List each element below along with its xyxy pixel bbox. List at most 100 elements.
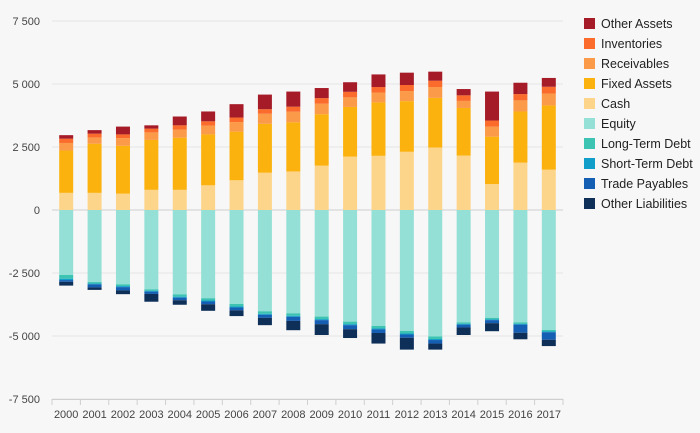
legend-item-short-term-debt[interactable]: Short-Term Debt: [584, 157, 693, 171]
bar-other-liabilities-2004: [172, 300, 187, 305]
bar-fixed-assets-2006: [229, 131, 244, 181]
bar-receivables-2007: [257, 113, 272, 124]
bar-equity-2002: [115, 210, 130, 285]
bar-other-liabilities-2002: [115, 290, 130, 295]
bar-receivables-2004: [172, 129, 187, 138]
bar-inventories-2002: [115, 134, 130, 139]
bar-equity-2001: [87, 210, 102, 283]
bar-receivables-2006: [229, 122, 244, 132]
legend-item-equity[interactable]: Equity: [584, 117, 636, 131]
bar-inventories-2000: [59, 138, 74, 143]
legend-item-fixed-assets[interactable]: Fixed Assets: [584, 77, 672, 91]
bar-equity-2009: [314, 210, 329, 317]
bar-fixed-assets-2007: [257, 123, 272, 173]
legend-label: Inventories: [601, 37, 662, 51]
bar-short-term-debt-2009: [314, 319, 329, 321]
bar-fixed-assets-2015: [485, 136, 500, 185]
legend-item-trade-payables[interactable]: Trade Payables: [584, 177, 688, 191]
legend-swatch: [584, 118, 595, 129]
legend-item-inventories[interactable]: Inventories: [584, 37, 662, 51]
bar-inventories-2001: [87, 133, 102, 138]
bar-long-term-debt-2007: [257, 311, 272, 314]
x-tick-label-2011: 2011: [367, 409, 391, 421]
bar-other-assets-2011: [371, 74, 386, 88]
x-tick-label-2016: 2016: [508, 409, 532, 421]
bar-trade-payables-2004: [172, 297, 187, 301]
x-tick-label-2006: 2006: [224, 409, 248, 421]
bar-other-liabilities-2001: [87, 287, 102, 290]
bar-receivables-2010: [343, 97, 358, 107]
bar-inventories-2007: [257, 109, 272, 114]
legend-item-other-liabilities[interactable]: Other Liabilities: [584, 197, 687, 211]
bar-equity-2012: [399, 210, 414, 331]
bar-other-liabilities-2012: [399, 337, 414, 350]
legend-item-receivables[interactable]: Receivables: [584, 57, 669, 71]
bar-other-assets-2014: [456, 89, 471, 96]
bar-fixed-assets-2016: [513, 111, 528, 163]
bar-group-2001: [87, 130, 102, 290]
bar-inventories-2005: [201, 121, 216, 126]
bar-long-term-debt-2001: [87, 282, 102, 284]
legend-label: Other Assets: [601, 17, 673, 31]
x-tick-label-2005: 2005: [196, 409, 220, 421]
bar-other-liabilities-2006: [229, 310, 244, 317]
legend-item-long-term-debt[interactable]: Long-Term Debt: [584, 137, 691, 151]
bar-group-2002: [115, 126, 130, 295]
legend-label: Cash: [601, 97, 630, 111]
bar-inventories-2008: [286, 106, 301, 112]
bars: [59, 71, 556, 350]
bar-other-liabilities-2005: [201, 304, 216, 311]
bar-long-term-debt-2000: [59, 275, 74, 279]
bar-short-term-debt-2016: [513, 323, 528, 325]
bar-long-term-debt-2015: [485, 317, 500, 320]
y-tick-label: 2 500: [12, 142, 40, 154]
bar-group-2004: [172, 116, 187, 305]
bar-other-liabilities-2011: [371, 332, 386, 344]
bar-receivables-2000: [59, 142, 74, 151]
bar-other-liabilities-2017: [541, 339, 556, 347]
bar-short-term-debt-2007: [257, 313, 272, 315]
bar-other-assets-2012: [399, 72, 414, 86]
bar-trade-payables-2003: [144, 291, 159, 294]
bar-inventories-2016: [513, 94, 528, 101]
bar-long-term-debt-2010: [343, 321, 358, 325]
bar-other-liabilities-2014: [456, 327, 471, 335]
legend: Other Assets Inventories Receivables Fixed …: [584, 17, 693, 211]
bar-trade-payables-2000: [59, 280, 74, 282]
y-tick-label: 7 500: [12, 16, 40, 28]
bar-cash-2011: [371, 155, 386, 210]
bar-equity-2004: [172, 210, 187, 295]
bar-short-term-debt-2006: [229, 306, 244, 308]
bar-cash-2010: [343, 156, 358, 210]
y-tick-label: -5 000: [9, 331, 40, 343]
bar-short-term-debt-2002: [115, 286, 130, 288]
bar-receivables-2005: [201, 125, 216, 135]
bar-short-term-debt-2004: [172, 296, 187, 298]
bar-other-assets-2016: [513, 82, 528, 95]
bar-other-assets-2015: [485, 91, 500, 121]
bar-trade-payables-2017: [541, 332, 556, 340]
bar-inventories-2012: [399, 85, 414, 92]
bar-equity-2017: [541, 210, 556, 330]
bar-cash-2013: [428, 147, 443, 210]
bar-trade-payables-2016: [513, 324, 528, 333]
bar-short-term-debt-2000: [59, 278, 74, 281]
bar-fixed-assets-2003: [144, 139, 159, 190]
bar-group-2016: [513, 82, 528, 340]
bar-receivables-2008: [286, 111, 301, 123]
bar-fixed-assets-2012: [399, 101, 414, 152]
bar-short-term-debt-2005: [201, 300, 216, 302]
bar-equity-2005: [201, 210, 216, 299]
x-tick-label-2017: 2017: [537, 409, 561, 421]
bar-group-2003: [144, 125, 159, 302]
bar-inventories-2013: [428, 80, 443, 88]
bar-equity-2006: [229, 210, 244, 304]
legend-item-cash[interactable]: Cash: [584, 97, 630, 111]
bar-long-term-debt-2013: [428, 336, 443, 340]
bar-other-liabilities-2008: [286, 320, 301, 331]
bar-short-term-debt-2003: [144, 290, 159, 292]
bar-other-liabilities-2000: [59, 281, 74, 286]
bar-trade-payables-2008: [286, 316, 301, 321]
legend-item-other-assets[interactable]: Other Assets: [584, 17, 673, 31]
